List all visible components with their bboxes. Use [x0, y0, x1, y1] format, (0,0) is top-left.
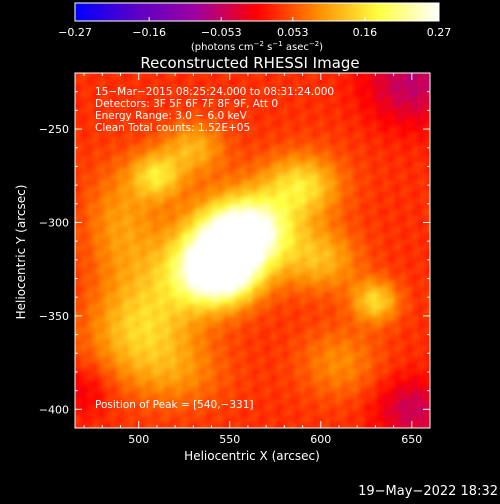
colorbar-ticks: −0.27 −0.16 −0.053 0.053 0.16 0.27	[58, 17, 451, 39]
colorbar-tick-label: −0.053	[201, 26, 242, 39]
x-tick-label: 600	[310, 433, 331, 446]
plot-title: Reconstructed RHESSI Image	[140, 54, 359, 72]
colorbar-unit: (photons cm−2 s−1 asec−2)	[191, 40, 323, 53]
annotation-line: Detectors: 3F 5F 6F 7F 8F 9F, Att 0	[95, 98, 278, 110]
x-tick-label: 650	[401, 433, 422, 446]
colorbar-gradient	[75, 3, 439, 21]
colorbar-unit-sup2: −1	[272, 40, 282, 48]
x-tick-label: 500	[128, 433, 149, 446]
annotation-line: Clean Total counts: 1.52E+05	[95, 122, 250, 134]
annotation-line: Energy Range: 3.0 − 6.0 keV	[95, 110, 248, 122]
y-tick-label: −350	[39, 310, 69, 323]
colorbar-unit-sup1: −2	[254, 40, 264, 48]
heatmap-image	[75, 73, 430, 428]
y-tick-label: −250	[39, 123, 69, 136]
colorbar-tick-label: −0.16	[132, 26, 166, 39]
plot-frame	[74, 72, 431, 429]
peak-position-label: Position of Peak = [540,−331]	[95, 399, 254, 411]
x-axis: 500 550 600 650	[83, 73, 431, 446]
y-axis-title: Heliocentric Y (arcsec)	[14, 185, 28, 320]
colorbar: −0.27 −0.16 −0.053 0.053 0.16 0.27 (photons c…	[58, 2, 451, 53]
colorbar-frame	[74, 2, 440, 22]
footer-timestamp: 19−May−2022 18:32	[358, 484, 498, 499]
y-tick-label: −300	[39, 216, 69, 229]
colorbar-tick-label: 0.27	[427, 26, 452, 39]
heatmap-raster	[75, 73, 430, 428]
colorbar-tick-label: −0.27	[58, 26, 92, 39]
y-axis: −250 −300 −350 −400	[39, 72, 430, 429]
x-axis-title: Heliocentric X (arcsec)	[184, 449, 320, 463]
x-tick-label: 550	[219, 433, 240, 446]
y-tick-label: −400	[39, 403, 69, 416]
annotation-line: 15−Mar−2015 08:25:24.000 to 08:31:24.000	[95, 86, 334, 98]
image-annotations: 15−Mar−2015 08:25:24.000 to 08:31:24.000…	[95, 86, 334, 134]
colorbar-unit-sup3: −2	[309, 40, 319, 48]
colorbar-tick-label: 0.053	[277, 26, 309, 39]
colorbar-tick-label: 0.16	[353, 26, 378, 39]
